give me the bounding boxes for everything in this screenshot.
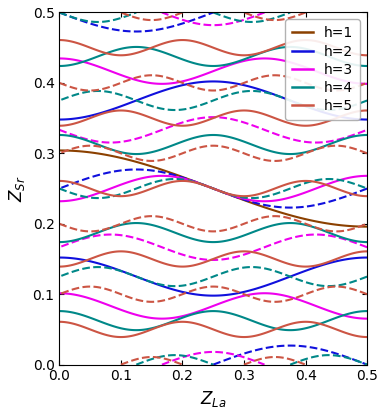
X-axis label: $Z_{La}$: $Z_{La}$ xyxy=(200,389,226,409)
Legend: h=1, h=2, h=3, h=4, h=5: h=1, h=2, h=3, h=4, h=5 xyxy=(285,20,360,120)
Y-axis label: $Z_{Sr}$: $Z_{Sr}$ xyxy=(7,175,27,202)
